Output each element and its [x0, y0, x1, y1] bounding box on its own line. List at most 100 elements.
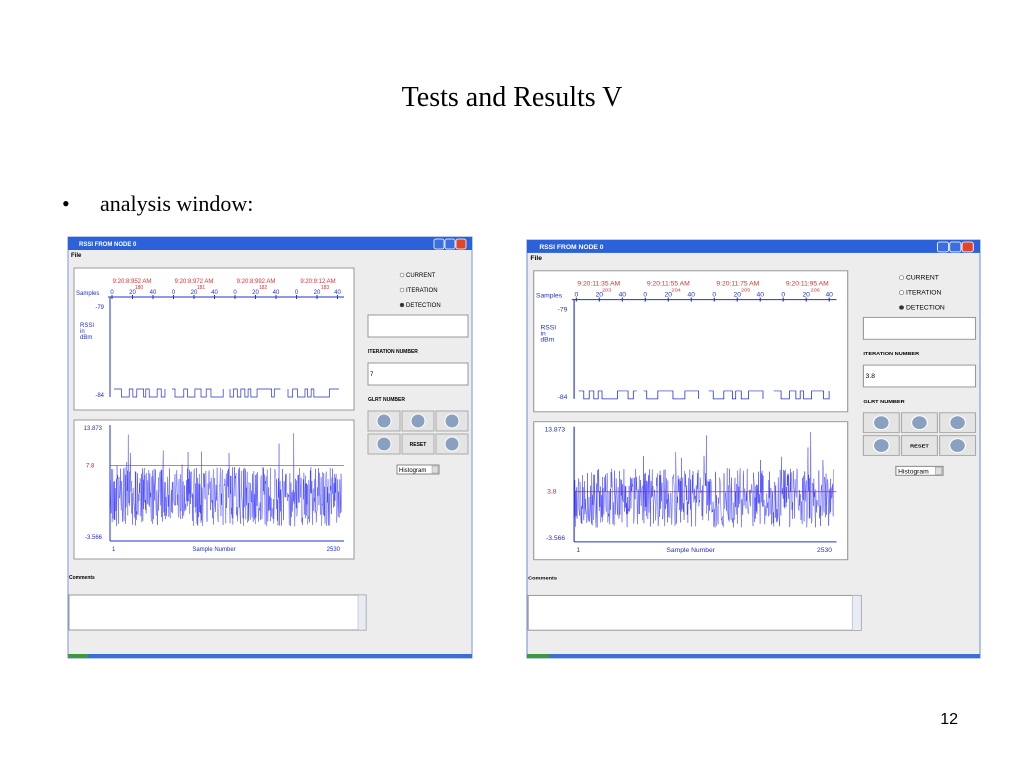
- select-arrow: [431, 465, 439, 474]
- sample-number: 183: [321, 285, 330, 291]
- y-label: dBm: [80, 335, 92, 341]
- tick-label: 0: [110, 290, 114, 296]
- y-label: RSSI: [540, 325, 556, 332]
- tick-label: 20: [665, 292, 673, 299]
- plot-select[interactable]: [396, 464, 440, 475]
- nav-icon: [444, 413, 460, 429]
- radio-button[interactable]: [399, 302, 405, 308]
- threshold-label: 3.8: [547, 489, 557, 496]
- nav-icon: [376, 413, 392, 429]
- timestamp: 9:20:11:95 AM: [786, 281, 829, 288]
- select-arrow: [934, 467, 943, 475]
- tick-label: 0: [233, 290, 237, 296]
- radio-label[interactable]: ITERATION: [406, 288, 438, 294]
- tick-label: 20: [129, 290, 136, 296]
- timestamp: 9:20:9:12 AM: [300, 279, 335, 285]
- radio-label[interactable]: ITERATION: [906, 290, 942, 297]
- taskbar: [527, 654, 980, 658]
- iteration-value: 7: [370, 372, 374, 378]
- iteration-field[interactable]: [862, 364, 977, 388]
- text-field[interactable]: [367, 314, 469, 338]
- comments-field[interactable]: [527, 594, 862, 631]
- radio-button[interactable]: [399, 272, 405, 278]
- plot-select[interactable]: [895, 465, 944, 476]
- x-label: Sample Number: [192, 547, 235, 553]
- menu-file[interactable]: File: [530, 255, 542, 262]
- comments-label: Comments: [528, 576, 557, 582]
- reset-button[interactable]: [900, 435, 938, 456]
- start-button: [68, 654, 88, 658]
- nav-icon: [410, 413, 426, 429]
- title-button[interactable]: [936, 241, 950, 253]
- radio-button[interactable]: [898, 290, 905, 295]
- iteration-field[interactable]: [367, 362, 469, 386]
- title-button[interactable]: [961, 241, 974, 253]
- plot-select-label: Histogram: [399, 468, 426, 474]
- title-button[interactable]: [455, 238, 467, 250]
- timestamp: 9:20:11:55 AM: [647, 281, 690, 288]
- reset-label: RESET: [910, 444, 929, 450]
- glrt-label: GLRT NUMBER: [863, 399, 905, 405]
- timestamp: 9:20:8:952 AM: [113, 279, 152, 285]
- title-button[interactable]: [949, 241, 962, 253]
- radio-label[interactable]: DETECTION: [406, 303, 441, 309]
- reset-button[interactable]: [401, 433, 435, 455]
- nav-icon: [444, 436, 460, 452]
- plot-select-label: Histogram: [898, 469, 929, 476]
- tick-label: 40: [150, 290, 157, 296]
- page-number: 12: [940, 711, 958, 728]
- nav-icon: [872, 415, 890, 431]
- signal-trace: [109, 433, 342, 527]
- threshold-label: 7.8: [86, 463, 95, 469]
- sample-number: 182: [259, 285, 268, 291]
- tick-label: 40: [825, 292, 833, 299]
- y-min: -3.566: [85, 535, 103, 541]
- radio-label[interactable]: CURRENT: [406, 273, 436, 279]
- y-label: dBm: [540, 337, 554, 344]
- bit-pattern: [287, 388, 339, 398]
- tick-label: 0: [712, 292, 716, 299]
- y-max: 13.873: [545, 427, 566, 434]
- bit-pattern: [708, 390, 764, 400]
- menu-file[interactable]: File: [71, 253, 82, 259]
- app-window: RSSI FROM NODE 0 File 9:20:11:35 AM 9:20:11…: [526, 239, 981, 659]
- comments-field[interactable]: [68, 594, 367, 631]
- y-max: 13.873: [84, 426, 103, 432]
- radio-label[interactable]: CURRENT: [906, 275, 939, 282]
- sample-number: 206: [811, 288, 820, 294]
- radio-button[interactable]: [399, 287, 405, 293]
- radio-button[interactable]: [898, 275, 905, 280]
- window-title: RSSI FROM NODE 0: [79, 242, 137, 248]
- tick-label: 40: [619, 292, 627, 299]
- tick-label: 20: [252, 290, 259, 296]
- rssi-plot: [533, 270, 849, 413]
- radio-label[interactable]: DETECTION: [906, 305, 945, 312]
- text-field[interactable]: [862, 316, 977, 340]
- title-bar: [527, 240, 980, 253]
- y-label: in: [80, 329, 85, 335]
- x-label: Sample Number: [666, 547, 715, 554]
- y-label: RSSI: [80, 323, 94, 329]
- bit-pattern: [114, 388, 166, 398]
- iteration-value: 3.8: [866, 373, 876, 380]
- rssi-plot: [73, 267, 355, 411]
- bit-pattern: [229, 388, 281, 398]
- scrollbar[interactable]: [357, 594, 367, 631]
- title-button[interactable]: [433, 238, 445, 250]
- tick-label: 40: [211, 290, 218, 296]
- x-axis-label: Samples: [536, 293, 562, 300]
- tick-label: 20: [314, 290, 321, 296]
- iteration-label: ITERATION NUMBER: [368, 349, 418, 355]
- y-min: -3.566: [546, 535, 566, 542]
- title-button[interactable]: [444, 238, 456, 250]
- comments-label: Comments: [69, 575, 95, 581]
- radio-button[interactable]: [898, 305, 905, 310]
- reset-label: RESET: [410, 442, 427, 448]
- tick-label: 40: [273, 290, 280, 296]
- nav-icon: [911, 415, 928, 431]
- scrollbar[interactable]: [851, 595, 862, 631]
- tick-label: 40: [756, 292, 764, 299]
- tick-label: 20: [596, 292, 604, 299]
- sample-number: 203: [602, 288, 611, 294]
